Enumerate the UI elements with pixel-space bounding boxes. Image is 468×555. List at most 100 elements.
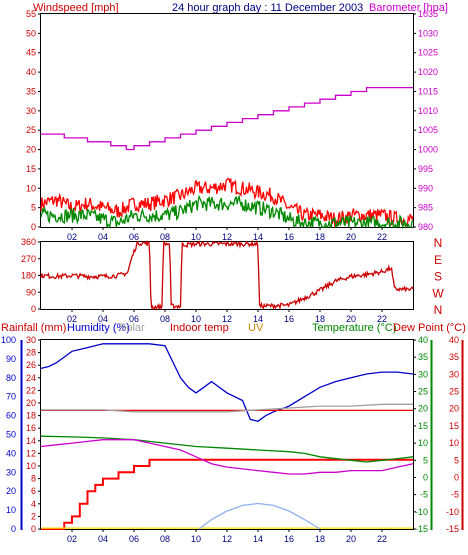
barometer-tick-label: 1030: [418, 28, 438, 38]
dewpoint-tick-label: 25: [449, 387, 459, 397]
humidity-tick-label: 70: [6, 392, 16, 402]
dewpoint-tick-label: -10: [446, 507, 459, 517]
legend-temperature: Temperature (°C): [312, 322, 396, 334]
dewpoint-tick-label: 20: [449, 404, 459, 414]
humidity-tick-label: 40: [6, 448, 16, 458]
x-tick-label: 22: [377, 314, 387, 324]
compass-label: N: [434, 303, 443, 317]
temperature-tick-label: -5: [420, 490, 428, 500]
windspeed-tick-label: 0: [31, 222, 36, 232]
barometer-tick-label: 1020: [418, 67, 438, 77]
legend-dew-point: Dew Point (°C): [393, 322, 466, 334]
x-tick-label: 22: [377, 534, 387, 544]
x-tick-label: 16: [284, 314, 294, 324]
solar-series: [41, 403, 413, 413]
x-tick-label: 02: [67, 232, 77, 242]
barometer-tick-label: 1035: [418, 9, 438, 19]
x-tick-label: 14: [253, 232, 263, 242]
rainfall-tick-label: 10: [26, 461, 36, 471]
x-tick-label: 10: [191, 534, 201, 544]
compass-label: N: [434, 236, 443, 250]
rainfall-tick-label: 2: [31, 511, 36, 521]
humidity-tick-label: 90: [6, 354, 16, 364]
windspeed-tick-label: 30: [26, 106, 36, 116]
dewpoint-tick-label: 5: [454, 455, 459, 465]
humidity-tick-label: 60: [6, 411, 16, 421]
barometer-tick-label: 980: [418, 222, 433, 232]
temperature-tick-label: 25: [418, 387, 428, 397]
temperature-tick-label: 35: [418, 352, 428, 362]
barometer-tick-label: 985: [418, 203, 433, 213]
x-tick-label: 08: [160, 314, 170, 324]
direction-tick-label: 360: [21, 237, 36, 247]
solar-curve-series: [198, 502, 321, 530]
x-tick-label: 14: [253, 534, 263, 544]
windspeed-tick-label: 40: [26, 67, 36, 77]
dewpoint-tick-label: 0: [454, 472, 459, 482]
barometer-tick-label: 1005: [418, 125, 438, 135]
barometer-series: [41, 86, 413, 151]
x-tick-label: 10: [191, 232, 201, 242]
temperature-tick-label: 0: [423, 472, 428, 482]
x-tick-label: 08: [160, 534, 170, 544]
dewpoint-tick-label: 10: [449, 438, 459, 448]
chart-title: 24 hour graph day : 11 December 2003: [172, 2, 363, 14]
dewpoint-tick-label: -5: [451, 490, 459, 500]
wind-direction-series: [40, 239, 414, 311]
temperature-tick-label: 20: [418, 404, 428, 414]
legend-solar: Solar: [119, 322, 145, 334]
x-tick-label: 06: [129, 314, 139, 324]
x-tick-label: 06: [129, 534, 139, 544]
rainfall-tick-label: 22: [26, 385, 36, 395]
humidity-tick-label: 0: [11, 524, 16, 534]
x-tick-label: 18: [315, 232, 325, 242]
windspeed-tick-label: 20: [26, 145, 36, 155]
legend-humidity: Humidity (%): [67, 322, 130, 334]
compass-label: W: [432, 286, 444, 300]
rainfall-tick-label: 12: [26, 448, 36, 458]
legend-uv: UV: [248, 322, 264, 334]
rainfall-tick-label: 14: [26, 436, 36, 446]
legend-rainfall: Rainfall (mm): [1, 322, 66, 334]
x-tick-label: 12: [222, 314, 232, 324]
dewpoint-tick-label: 40: [449, 335, 459, 345]
humidity-tick-label: 20: [6, 486, 16, 496]
rainfall-tick-label: 20: [26, 398, 36, 408]
compass-label: S: [434, 270, 442, 284]
barometer-tick-label: 1025: [418, 48, 438, 58]
barometer-axis-title: Barometer [hpa]: [369, 2, 448, 14]
x-tick-label: 18: [315, 314, 325, 324]
rainfall-tick-label: 16: [26, 423, 36, 433]
windspeed-tick-label: 5: [31, 203, 36, 213]
windspeed-tick-label: 15: [26, 164, 36, 174]
temperature-tick-label: 30: [418, 369, 428, 379]
legend-indoor-temp: Indoor temp: [170, 322, 229, 334]
direction-tick-label: 270: [21, 254, 36, 264]
x-tick-label: 14: [253, 314, 263, 324]
direction-tick-label: 0: [31, 304, 36, 314]
rainfall-tick-label: 0: [31, 524, 36, 534]
temperature-c-series: [40, 435, 414, 463]
x-tick-label: 04: [98, 314, 108, 324]
windspeed-tick-label: 25: [26, 125, 36, 135]
x-tick-label: 02: [67, 534, 77, 544]
x-tick-label: 08: [160, 232, 170, 242]
x-tick-label: 10: [191, 314, 201, 324]
windspeed-tick-label: 35: [26, 86, 36, 96]
barometer-tick-label: 1000: [418, 145, 438, 155]
barometer-tick-label: 990: [418, 183, 433, 193]
x-tick-label: 20: [346, 232, 356, 242]
rainfall-tick-label: 26: [26, 360, 36, 370]
x-tick-label: 16: [284, 232, 294, 242]
direction-tick-label: 180: [21, 271, 36, 281]
temperature-tick-label: -15: [415, 524, 428, 534]
rainfall-tick-label: 28: [26, 348, 36, 358]
x-tick-label: 06: [129, 232, 139, 242]
rainfall-mm-series: [41, 458, 413, 530]
humidity-tick-label: 80: [6, 373, 16, 383]
x-tick-label: 04: [98, 534, 108, 544]
rainfall-tick-label: 6: [31, 486, 36, 496]
temperature-tick-label: 5: [423, 455, 428, 465]
dewpoint-tick-label: -15: [446, 524, 459, 534]
barometer-tick-label: 995: [418, 164, 433, 174]
